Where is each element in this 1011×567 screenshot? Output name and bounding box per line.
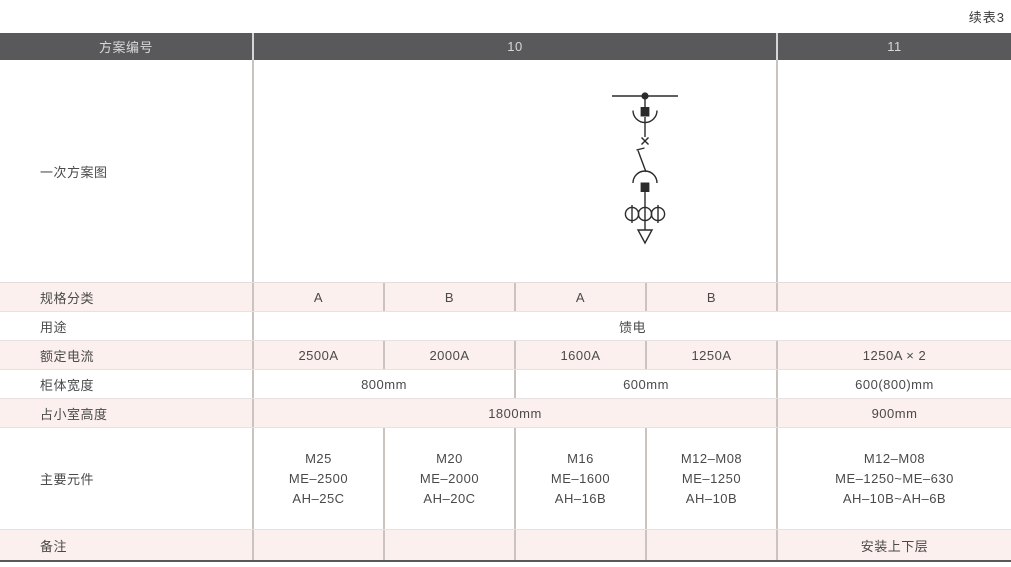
remarks-row: 备注 安装上下层 bbox=[0, 530, 1011, 560]
component-line: M20 bbox=[436, 450, 463, 466]
header-scheme-11: 11 bbox=[776, 33, 1011, 60]
spec-class-row: 规格分类 A B A B bbox=[0, 283, 1011, 312]
component-line: M12–M08 bbox=[680, 450, 743, 466]
circuit-breaker-icon bbox=[636, 137, 649, 173]
main-components-cell: M20 ME–2000 AH–20C bbox=[383, 428, 514, 529]
remarks-cell bbox=[645, 530, 776, 560]
component-line: AH–10B~AH–6B bbox=[842, 490, 947, 506]
remarks-label: 备注 bbox=[40, 538, 68, 554]
diagram-row: 一次方案图 bbox=[0, 60, 1011, 283]
component-line: ME–1250 bbox=[681, 470, 742, 486]
cabinet-width-cell: 600(800)mm bbox=[776, 370, 1011, 398]
component-line: M12–M08 bbox=[863, 450, 926, 466]
header-scheme-number: 方案编号 bbox=[98, 40, 153, 55]
compartment-height-cell: 900mm bbox=[776, 399, 1011, 427]
usage-value: 馈电 bbox=[252, 312, 1011, 340]
continuation-label: 续表3 bbox=[968, 10, 1005, 25]
main-components-cell: M12–M08 ME–1250 AH–10B bbox=[645, 428, 776, 529]
spec-class-cell: B bbox=[383, 283, 514, 311]
rated-current-label: 额定电流 bbox=[40, 348, 95, 364]
outgoing-feeder-triangle-icon bbox=[636, 229, 654, 245]
component-line: AH–10B bbox=[685, 490, 738, 506]
cabinet-width-cell: 800mm bbox=[252, 370, 514, 398]
component-line: ME–1600 bbox=[550, 470, 611, 486]
rated-current-cell: 1250A × 2 bbox=[776, 341, 1011, 369]
component-line: ME–2000 bbox=[419, 470, 480, 486]
remarks-cell: 安装上下层 bbox=[776, 530, 1011, 560]
spec-class-cell: A bbox=[252, 283, 383, 311]
rated-current-cell: 1600A bbox=[514, 341, 645, 369]
spec-class-cell bbox=[776, 283, 1011, 311]
spec-class-label: 规格分类 bbox=[40, 290, 95, 306]
current-transformers-icon bbox=[624, 205, 666, 223]
main-components-cell: M12–M08 ME–1250~ME–630 AH–10B~AH–6B bbox=[776, 428, 1011, 529]
header-scheme-10: 10 bbox=[252, 33, 776, 60]
diagram-cell-scheme-11 bbox=[776, 60, 1011, 282]
component-line: M16 bbox=[567, 450, 594, 466]
cabinet-width-label: 柜体宽度 bbox=[40, 377, 95, 393]
rated-current-cell: 2000A bbox=[383, 341, 514, 369]
usage-row: 用途 馈电 bbox=[0, 312, 1011, 341]
component-line: AH–16B bbox=[554, 490, 607, 506]
compartment-height-cell: 1800mm bbox=[252, 399, 776, 427]
component-line: AH–20C bbox=[423, 490, 476, 506]
main-components-cell: M16 ME–1600 AH–16B bbox=[514, 428, 645, 529]
rated-current-row: 额定电流 2500A 2000A 1600A 1250A 1250A × 2 bbox=[0, 341, 1011, 370]
compartment-height-label: 占小室高度 bbox=[40, 406, 108, 422]
diagram-row-label: 一次方案图 bbox=[40, 164, 108, 180]
spec-class-cell: A bbox=[514, 283, 645, 311]
spec-table: 方案编号 10 11 一次方案图 bbox=[0, 33, 1011, 562]
spec-class-cell: B bbox=[645, 283, 776, 311]
single-line-diagram-svg bbox=[612, 92, 678, 245]
rated-current-cell: 1250A bbox=[645, 341, 776, 369]
remarks-cell bbox=[514, 530, 645, 560]
cabinet-width-row: 柜体宽度 800mm 600mm 600(800)mm bbox=[0, 370, 1011, 399]
component-line: ME–1250~ME–630 bbox=[835, 470, 954, 486]
component-line: M25 bbox=[305, 450, 332, 466]
remarks-cell bbox=[252, 530, 383, 560]
single-line-diagram bbox=[252, 60, 776, 282]
drawout-contact-lower-icon bbox=[632, 170, 658, 192]
table-header-row: 方案编号 10 11 bbox=[0, 33, 1011, 60]
usage-label: 用途 bbox=[40, 319, 68, 335]
component-line: AH–25C bbox=[292, 490, 345, 506]
main-components-label: 主要元件 bbox=[40, 472, 95, 487]
compartment-height-row: 占小室高度 1800mm 900mm bbox=[0, 399, 1011, 428]
main-components-row: 主要元件 M25 ME–2500 AH–25C M20 ME–2000 AH–2… bbox=[0, 428, 1011, 530]
cabinet-width-cell: 600mm bbox=[514, 370, 776, 398]
rated-current-cell: 2500A bbox=[252, 341, 383, 369]
main-components-cell: M25 ME–2500 AH–25C bbox=[252, 428, 383, 529]
remarks-cell bbox=[383, 530, 514, 560]
component-line: ME–2500 bbox=[288, 470, 349, 486]
